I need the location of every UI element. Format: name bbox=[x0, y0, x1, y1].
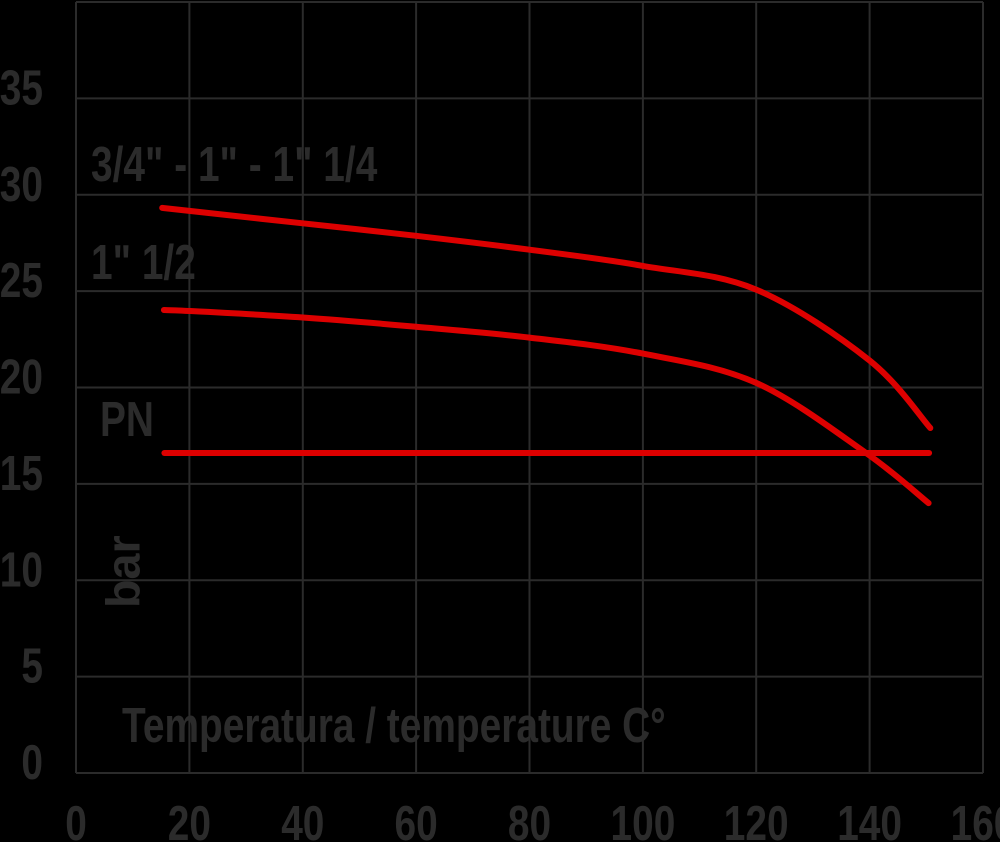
svg-text:40: 40 bbox=[281, 797, 324, 842]
svg-text:1" 1/2: 1" 1/2 bbox=[91, 236, 196, 291]
svg-text:0: 0 bbox=[65, 797, 87, 842]
svg-text:30: 30 bbox=[0, 158, 43, 213]
svg-text:160: 160 bbox=[951, 797, 1000, 842]
svg-text:100: 100 bbox=[610, 797, 675, 842]
svg-text:20: 20 bbox=[0, 350, 43, 405]
svg-text:10: 10 bbox=[0, 543, 43, 598]
svg-text:80: 80 bbox=[508, 797, 551, 842]
svg-text:20: 20 bbox=[168, 797, 211, 842]
svg-text:3/4" - 1" - 1" 1/4: 3/4" - 1" - 1" 1/4 bbox=[91, 138, 378, 193]
svg-text:5: 5 bbox=[21, 639, 43, 694]
svg-text:60: 60 bbox=[394, 797, 437, 842]
svg-text:35: 35 bbox=[0, 61, 43, 116]
svg-text:0: 0 bbox=[21, 736, 43, 791]
svg-text:140: 140 bbox=[837, 797, 902, 842]
svg-text:120: 120 bbox=[724, 797, 789, 842]
svg-text:Temperatura / temperature C°: Temperatura / temperature C° bbox=[122, 699, 666, 754]
svg-text:PN: PN bbox=[100, 393, 154, 448]
svg-text:15: 15 bbox=[0, 447, 43, 502]
svg-text:bar: bar bbox=[96, 535, 149, 608]
svg-text:25: 25 bbox=[0, 254, 43, 309]
